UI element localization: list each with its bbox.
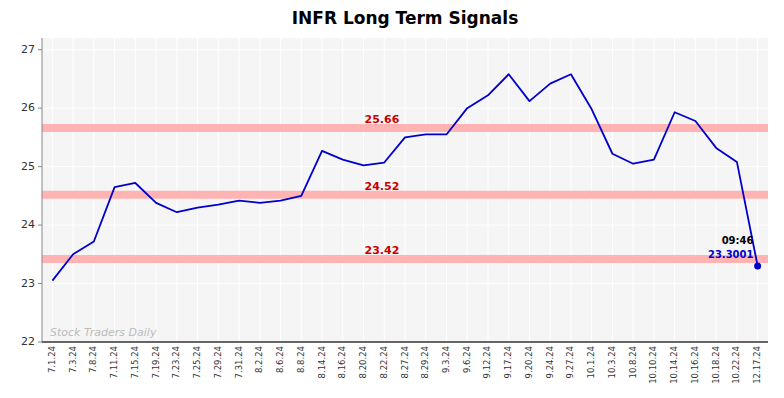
x-tick-label: 10.14.24: [669, 346, 679, 384]
grid-line-y: [42, 342, 768, 343]
y-tick-label: 22: [21, 335, 35, 348]
title: INFR Long Term Signals: [292, 8, 519, 28]
x-tick-label: 8.20.24: [358, 346, 368, 378]
chart: 22 23 24 25 26 27 7.1.24 7.3.24 7.8.24 7.11.24 7.1…: [0, 0, 784, 398]
grid-line-x: [93, 38, 94, 342]
grid-line-x: [612, 38, 613, 342]
x-tick-label: 8.6.24: [275, 346, 285, 373]
grid-line-x: [570, 38, 571, 342]
annotation-time: 09:46: [722, 235, 754, 246]
grid-line-x: [342, 38, 343, 342]
grid-line-x: [425, 38, 426, 342]
x-tick-label: 8.27.24: [400, 346, 410, 378]
grid-line-x: [736, 38, 737, 342]
x-tick-label: 9.24.24: [545, 346, 555, 378]
y-tick-label: 23: [21, 277, 35, 290]
x-tick-label: 7.15.24: [130, 346, 140, 378]
grid-line-x: [757, 38, 758, 342]
x-tick-label: 7.25.24: [192, 346, 202, 378]
signal-label: 25.66: [365, 113, 400, 126]
x-tick-label: 8.22.24: [379, 346, 389, 378]
y-tick: [38, 283, 42, 284]
x-tick-label: 7.31.24: [234, 346, 244, 378]
grid-line-x: [156, 38, 157, 342]
y-tick-label: 25: [21, 160, 35, 173]
x-tick-label: 10.22.24: [731, 346, 741, 384]
y-tick: [38, 49, 42, 50]
grid-line-x: [591, 38, 592, 342]
grid-line-x: [529, 38, 530, 342]
grid-line-x: [716, 38, 717, 342]
grid-line-x: [135, 38, 136, 342]
x-tick-label: 10.8.24: [628, 346, 638, 378]
price-line: [52, 74, 757, 280]
grid-line-x: [301, 38, 302, 342]
x-tick-label: 9.12.24: [482, 346, 492, 378]
grid-line-x: [695, 38, 696, 342]
y-tick-label: 24: [21, 218, 35, 231]
x-tick-label: 10.3.24: [607, 346, 617, 378]
x-tick-label: 9.3.24: [441, 346, 451, 373]
grid-line-x: [508, 38, 509, 342]
grid-line-x: [280, 38, 281, 342]
watermark: Stock Traders Daily: [50, 326, 157, 339]
x-tick-label: 8.16.24: [337, 346, 347, 378]
signal-line: [42, 124, 768, 132]
x-tick-label: 7.29.24: [213, 346, 223, 378]
x-tick-label: 7.1.24: [47, 346, 57, 373]
x-tick-label: 8.8.24: [296, 346, 306, 373]
axes: 22 23 24 25 26 27 7.1.24 7.3.24 7.8.24 7.11.24 7.1…: [21, 38, 768, 384]
x-tick-label: 7.11.24: [109, 346, 119, 378]
x-tick-label: 9.17.24: [503, 346, 513, 378]
y-tick: [38, 108, 42, 109]
x-tick-label: 9.27.24: [565, 346, 575, 378]
grid-line-x: [633, 38, 634, 342]
grid-line-x: [239, 38, 240, 342]
y-tick-label: 27: [21, 43, 35, 56]
last-point: [754, 262, 761, 269]
y-tick-label: 26: [21, 101, 35, 114]
signal-label: 23.42: [365, 244, 400, 257]
grid-line-x: [259, 38, 260, 342]
y-tick: [38, 166, 42, 167]
x-tick-label: 9.20.24: [524, 346, 534, 378]
x-tick-label: 8.29.24: [420, 346, 430, 378]
grid-line-x: [52, 38, 53, 342]
y-tick: [38, 225, 42, 226]
grid-line-x: [653, 38, 654, 342]
x-tick-label: 10.10.24: [648, 346, 658, 384]
grid-line-x: [487, 38, 488, 342]
x-tick-label: 7.8.24: [88, 346, 98, 373]
grid-line-x: [197, 38, 198, 342]
grid-line-x: [218, 38, 219, 342]
annotation-value: 23.3001: [708, 249, 754, 260]
x-tick-label: 7.3.24: [68, 346, 78, 373]
grid-line-x: [405, 38, 406, 342]
x-tick-label: 12.17.24: [752, 346, 762, 384]
x-tick-label: 10.1.24: [586, 346, 596, 378]
plot-area: [42, 74, 768, 280]
x-tick-label: 7.19.24: [151, 346, 161, 378]
y-axis-line: [42, 38, 43, 342]
x-tick-label: 10.16.24: [690, 346, 700, 384]
grid-line-x: [467, 38, 468, 342]
x-tick-label: 7.23.24: [171, 346, 181, 378]
grid-line-x: [446, 38, 447, 342]
x-tick-label: 10.18.24: [711, 346, 721, 384]
grid-line-x: [176, 38, 177, 342]
x-tick-label: 8.14.24: [317, 346, 327, 378]
grid-line-x: [73, 38, 74, 342]
x-tick-label: 8.2.24: [254, 346, 264, 373]
plot-background: [42, 38, 768, 342]
y-tick: [38, 342, 42, 343]
grid-line-x: [322, 38, 323, 342]
grid: [42, 38, 768, 342]
signal-line: [42, 255, 768, 263]
x-tick-label: 9.6.24: [462, 346, 472, 373]
grid-line-x: [674, 38, 675, 342]
signal-label: 24.52: [365, 180, 400, 193]
x-axis-line: [42, 341, 768, 343]
